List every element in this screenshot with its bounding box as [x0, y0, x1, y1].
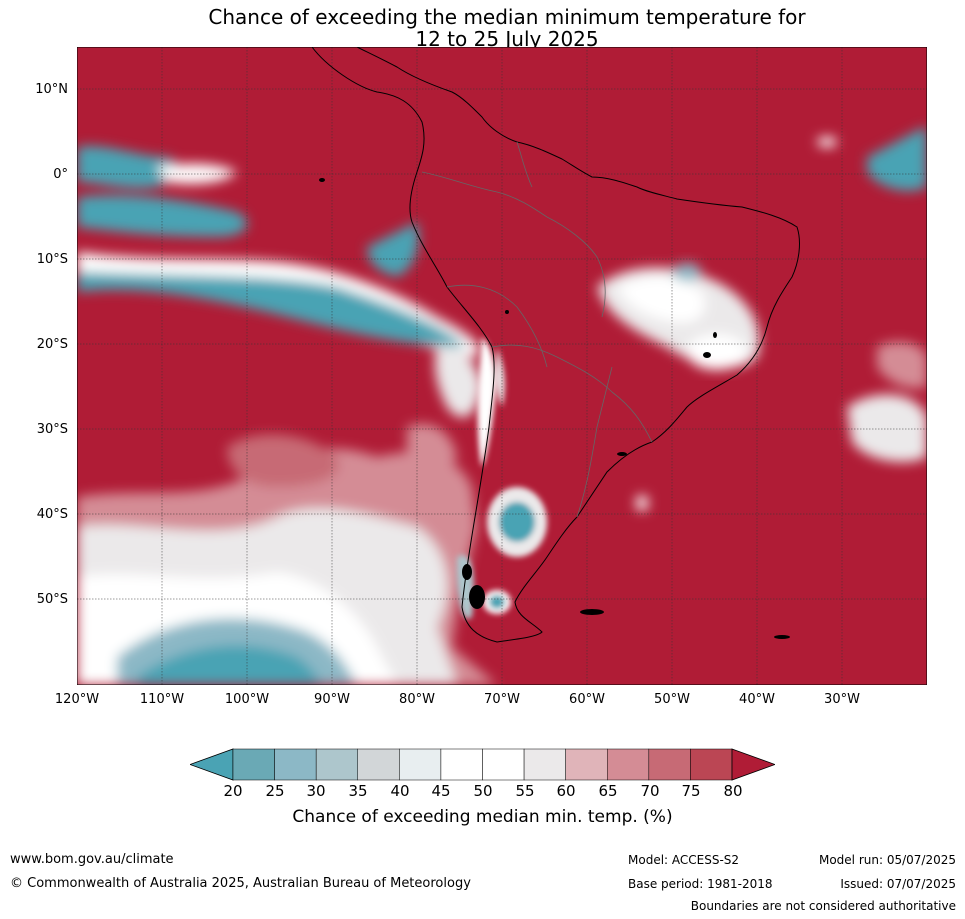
- colorbar-segment: [357, 748, 400, 781]
- lat-label-0: 0°: [53, 167, 68, 182]
- lon-label-90w: 90°W: [314, 692, 350, 707]
- colorbar-tick-70: 70: [640, 782, 660, 800]
- colorbar-tick-25: 25: [265, 782, 285, 800]
- colorbar-segment: [274, 748, 317, 781]
- colorbar-tick-40: 40: [390, 782, 410, 800]
- lat-label-10n: 10°N: [35, 82, 68, 97]
- footer-issued: Issued: 07/07/2025: [840, 877, 956, 891]
- graticule: [77, 47, 927, 685]
- map-title-line1: Chance of exceeding the median minimum t…: [208, 5, 806, 29]
- footer-website[interactable]: www.bom.gov.au/climate: [10, 852, 174, 867]
- footer-copyright: © Commonwealth of Australia 2025, Austra…: [10, 876, 471, 891]
- colorbar-segment: [648, 748, 691, 781]
- footer-model: Model: ACCESS-S2: [628, 853, 740, 867]
- footer-model-run: Model run: 05/07/2025: [818, 853, 956, 867]
- colorbar-segment: [315, 748, 358, 781]
- lat-label-50s: 50°S: [36, 592, 68, 607]
- colorbar-tick-75: 75: [681, 782, 701, 800]
- colorbar-tick-35: 35: [348, 782, 368, 800]
- colorbar-tick-55: 55: [515, 782, 535, 800]
- colorbar-arrow-low: [190, 748, 234, 781]
- colorbar-tick-60: 60: [556, 782, 576, 800]
- lon-label-40w: 40°W: [739, 692, 775, 707]
- colorbar-segment: [690, 748, 733, 781]
- lon-label-80w: 80°W: [399, 692, 435, 707]
- field-brazil-patch: [597, 263, 760, 370]
- lon-label-30w: 30°W: [824, 692, 860, 707]
- probability-map: [77, 47, 927, 685]
- footer-disclaimer: Boundaries are not considered authoritat…: [690, 899, 956, 913]
- lat-label-10s: 10°S: [36, 252, 68, 267]
- field-south-band: [77, 423, 497, 685]
- colorbar-arrow-high: [731, 748, 775, 781]
- footer-base-period: Base period: 1981-2018: [628, 877, 773, 891]
- colorbar-segment: [523, 748, 566, 781]
- lat-label-30s: 30°S: [36, 422, 68, 437]
- colorbar-tick-30: 30: [306, 782, 326, 800]
- colorbar-segment: [607, 748, 650, 781]
- islands-and-lakes: [319, 178, 790, 639]
- lon-label-120w: 120°W: [54, 692, 100, 707]
- lon-label-100w: 100°W: [224, 692, 270, 707]
- colorbar: [190, 748, 775, 781]
- colorbar-segment: [399, 748, 442, 781]
- colorbar-segment: [440, 748, 483, 781]
- field-atlantic-patches: [636, 127, 927, 511]
- lat-label-40s: 40°S: [36, 507, 68, 522]
- colorbar-segment: [565, 748, 608, 781]
- colorbar-tick-65: 65: [598, 782, 618, 800]
- colorbar-tick-45: 45: [431, 782, 451, 800]
- colorbar-segment: [482, 748, 525, 781]
- lon-label-110w: 110°W: [139, 692, 185, 707]
- country-borders: [421, 141, 653, 518]
- field-andes-spots: [456, 337, 547, 619]
- map-title-line2: 12 to 25 July 2025: [415, 27, 599, 51]
- colorbar-tick-20: 20: [223, 782, 243, 800]
- colorbar-tick-80: 80: [723, 782, 743, 800]
- lon-label-60w: 60°W: [569, 692, 605, 707]
- lat-label-20s: 20°S: [36, 337, 68, 352]
- lon-label-70w: 70°W: [484, 692, 520, 707]
- colorbar-label: Chance of exceeding median min. temp. (%…: [292, 807, 673, 827]
- colorbar-segment: [232, 748, 275, 781]
- colorbar-tick-50: 50: [473, 782, 493, 800]
- lon-label-50w: 50°W: [654, 692, 690, 707]
